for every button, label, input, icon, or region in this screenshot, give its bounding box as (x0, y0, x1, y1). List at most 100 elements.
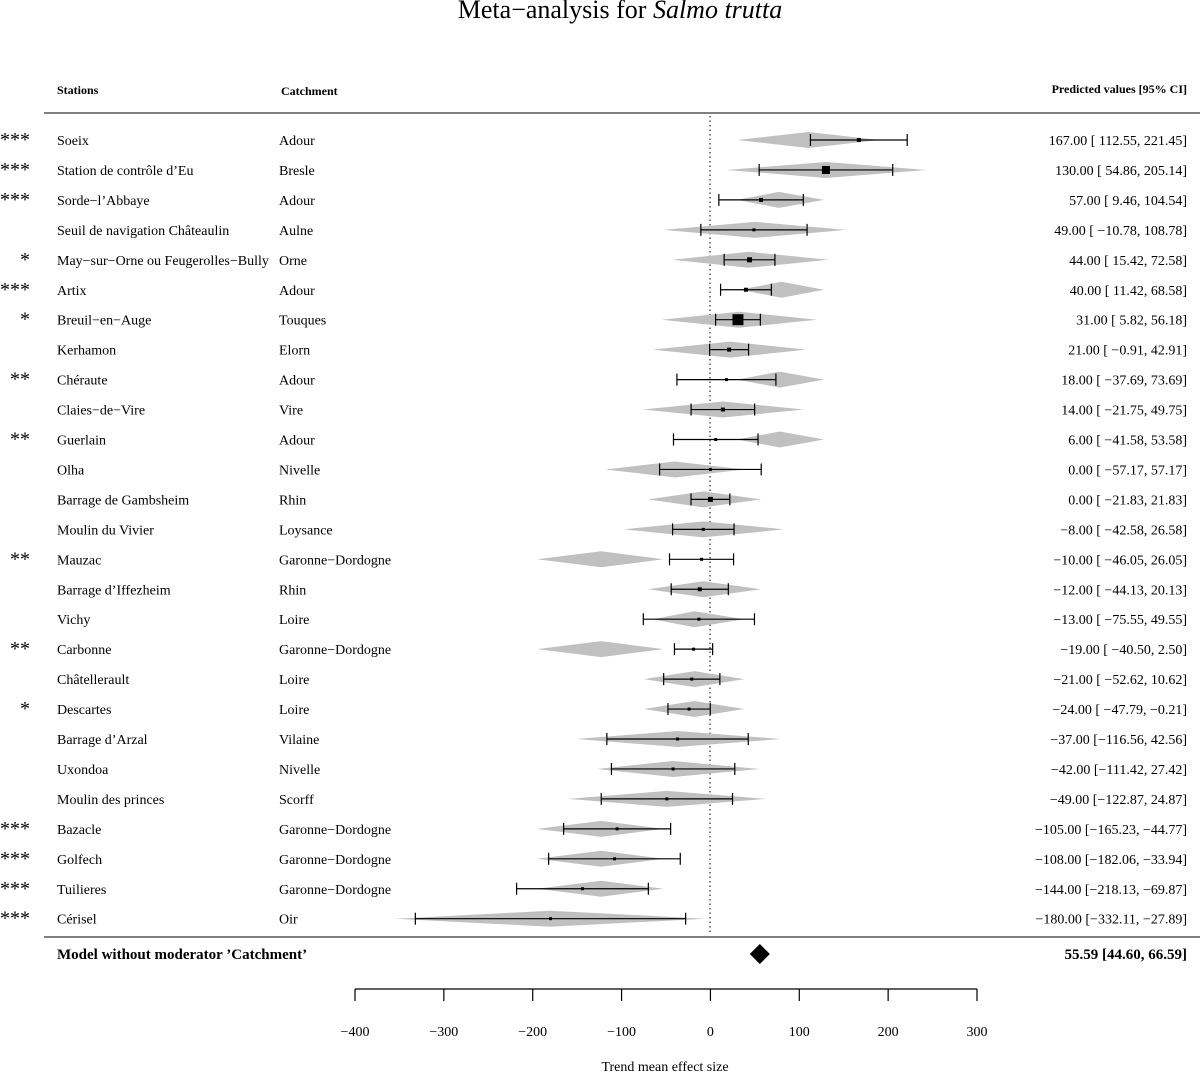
point-estimate (821, 165, 830, 174)
x-axis: −400 −300 −200 −100 0 100 200 300 (341, 988, 988, 1040)
station-name: Uxondoa (57, 763, 109, 778)
predicted-value: −13.00 [ −75.55, 49.55] (1053, 613, 1187, 628)
catchment-name: Vilaine (279, 733, 319, 748)
predicted-value: −8.00 [ −42.58, 26.58] (1060, 523, 1187, 538)
station-name: Mauzac (57, 553, 101, 568)
station-name: Golfech (57, 853, 102, 868)
significance-stars: *** (0, 129, 30, 151)
point-estimate (615, 827, 619, 831)
point-estimate (708, 467, 712, 471)
point-estimate (714, 438, 718, 441)
significance-stars: *** (0, 159, 30, 181)
predicted-value: 14.00 [ −21.75, 49.75] (1061, 404, 1187, 419)
point-estimate (759, 197, 764, 202)
header-catchment: Catchment (281, 84, 338, 98)
predicted-value: −42.00 [−111.42, 27.42] (1051, 763, 1187, 778)
catchment-name: Nivelle (279, 463, 320, 478)
predicted-value: 167.00 [ 112.55, 221.45] (1049, 134, 1187, 149)
catchment-name: Vire (279, 404, 303, 419)
point-estimate (724, 378, 728, 382)
predicted-value: 40.00 [ 11.42, 68.58] (1070, 284, 1187, 299)
station-name: May−sur−Orne ou Feugerolles−Bully (57, 254, 269, 269)
station-name: Guerlain (57, 434, 106, 449)
catchment-name: Garonne−Dordogne (279, 643, 391, 658)
station-name: Moulin des princes (57, 793, 164, 808)
station-name: Claies−de−Vire (57, 404, 145, 419)
point-estimate (732, 314, 744, 326)
significance-stars: *** (0, 279, 30, 301)
point-estimate (665, 797, 669, 801)
station-name: Tuilieres (57, 883, 106, 898)
station-name: Barrage d’Iffezheim (57, 583, 171, 598)
x-axis-label: Trend mean effect size (601, 1060, 728, 1074)
catchment-name: Adour (279, 374, 315, 389)
predicted-value: −10.00 [ −46.05, 26.05] (1053, 553, 1187, 568)
model-estimate-text: 55.59 [44.60, 66.59] (1065, 947, 1188, 963)
header-predicted-values: Predicted values [95% CI] (1052, 82, 1187, 96)
predicted-value: −108.00 [−182.06, −33.94] (1035, 853, 1187, 868)
point-estimate (700, 557, 704, 561)
predicted-value: 57.00 [ 9.46, 104.54] (1069, 194, 1187, 209)
point-estimate (697, 587, 702, 592)
station-name: Descartes (57, 703, 111, 718)
prediction-interval-diamond (737, 371, 825, 388)
chart-title-main: Meta−analysis for (458, 0, 653, 24)
predicted-value: −21.00 [ −52.62, 10.62] (1053, 673, 1187, 688)
predicted-value: −180.00 [−332.11, −27.89] (1036, 913, 1188, 928)
catchment-name: Nivelle (279, 763, 320, 778)
predicted-value: 6.00 [ −41.58, 53.58] (1068, 434, 1187, 449)
prediction-interval-diamond (737, 431, 825, 448)
station-name: Bazacle (57, 823, 101, 838)
point-estimate (720, 407, 725, 412)
catchment-name: Elorn (279, 344, 310, 359)
station-name: Kerhamon (57, 344, 116, 359)
model-label: Model without moderator ’Catchment’ (57, 947, 307, 963)
significance-stars: *** (0, 189, 30, 211)
point-estimate (727, 347, 732, 352)
prediction-interval-diamond (737, 132, 880, 148)
point-estimate (687, 707, 691, 711)
catchment-name: Adour (279, 134, 315, 149)
predicted-value: −144.00 [−218.13, −69.87] (1035, 883, 1187, 898)
station-name: Breuil−en−Auge (57, 314, 151, 329)
significance-stars: ** (10, 369, 30, 391)
x-axis-tick-label: −300 (429, 1025, 458, 1040)
row-labels: *** Soeix Adour 167.00 [ 112.55, 221.45]***… (0, 129, 1187, 930)
significance-stars: ** (10, 429, 30, 451)
chart-title-species: Salmo trutta (653, 0, 782, 24)
significance-stars: *** (0, 818, 30, 840)
prediction-interval-diamond (537, 551, 664, 568)
catchment-name: Adour (279, 194, 315, 209)
catchment-name: Loire (279, 613, 309, 628)
prediction-intervals (394, 132, 927, 927)
catchment-name: Garonne−Dordogne (279, 553, 391, 568)
x-axis-tick-label: −400 (341, 1025, 370, 1040)
chart-title: Meta−analysis for Salmo trutta (458, 0, 782, 24)
catchment-name: Loire (279, 703, 309, 718)
catchment-name: Adour (279, 434, 315, 449)
catchment-name: Garonne−Dordogne (279, 823, 391, 838)
predicted-value: −49.00 [−122.87, 24.87] (1050, 793, 1187, 808)
catchment-name: Rhin (279, 493, 306, 508)
point-estimate (548, 917, 552, 921)
station-name: Sorde−l’Abbaye (57, 194, 150, 209)
model-diamond (749, 944, 770, 964)
station-name: Chéraute (57, 374, 108, 389)
point-estimate (697, 617, 701, 621)
significance-stars: *** (0, 908, 30, 930)
catchment-name: Adour (279, 284, 315, 299)
predicted-value: 49.00 [ −10.78, 108.78] (1054, 224, 1187, 239)
x-axis-tick-label: 200 (878, 1025, 899, 1040)
significance-stars: * (20, 309, 30, 331)
point-estimate (671, 767, 675, 771)
catchment-name: Oir (279, 913, 298, 928)
station-name: Carbonne (57, 643, 111, 658)
x-axis-tick-label: −200 (518, 1025, 547, 1040)
station-name: Artix (57, 284, 87, 299)
station-name: Soeix (57, 134, 89, 149)
station-name: Barrage d’Arzal (57, 733, 148, 748)
catchment-name: Scorff (279, 793, 314, 808)
significance-stars: ** (10, 638, 30, 660)
predicted-value: −12.00 [ −44.13, 20.13] (1053, 583, 1187, 598)
